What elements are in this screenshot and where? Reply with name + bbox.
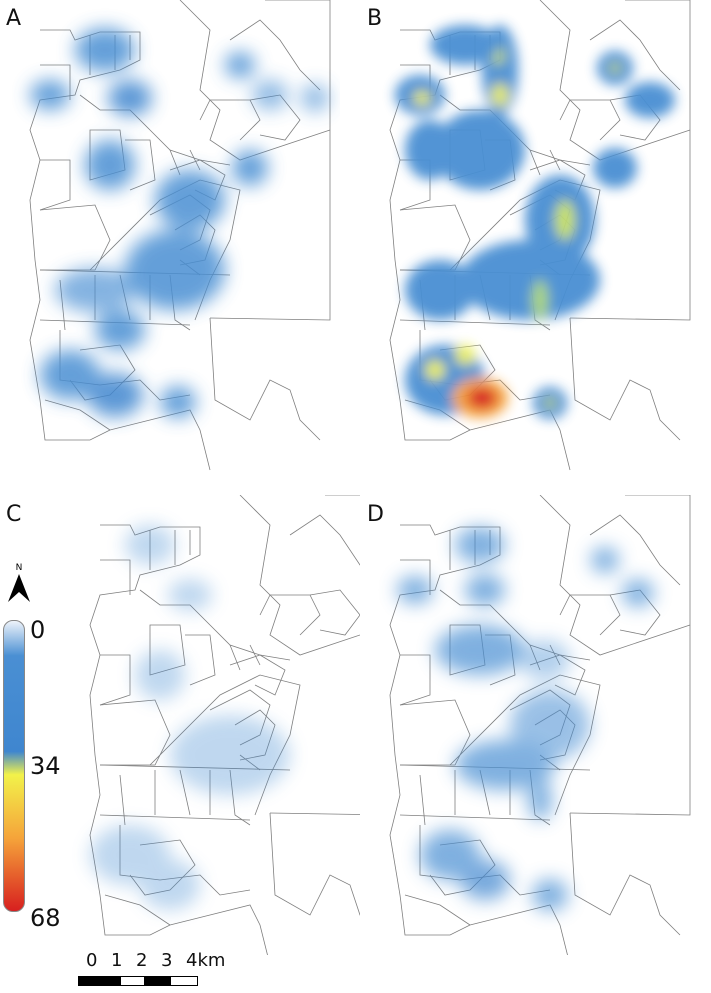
scale-label-3: 3 bbox=[161, 950, 173, 971]
heatmap-panel-c bbox=[89, 495, 360, 955]
heatmap-panel-a bbox=[29, 0, 331, 471]
panel-label-b: B bbox=[367, 6, 383, 31]
scale-segment bbox=[120, 976, 145, 986]
svg-text:N: N bbox=[16, 563, 23, 573]
legend-tick-max: 68 bbox=[30, 904, 61, 932]
panel-label-c: C bbox=[6, 502, 22, 527]
scale-label-1: 1 bbox=[111, 950, 123, 971]
scale-label-0: 0 bbox=[86, 950, 98, 971]
panel-label-a: A bbox=[6, 6, 22, 31]
scale-label-2: 2 bbox=[136, 950, 148, 971]
scale-label-4km: 4km bbox=[186, 950, 226, 971]
heatmap-panel-d bbox=[389, 495, 691, 955]
scale-segment bbox=[145, 976, 170, 986]
scale-segment bbox=[170, 976, 198, 986]
scale-bar: 0 1 2 3 4km bbox=[78, 950, 248, 990]
legend-tick-mid: 34 bbox=[30, 752, 61, 780]
heatmap-panel-b bbox=[389, 0, 691, 471]
panel-label-d: D bbox=[367, 502, 384, 527]
north-arrow-icon: N bbox=[8, 563, 30, 602]
scale-segment bbox=[78, 976, 120, 986]
legend-tick-min: 0 bbox=[30, 616, 46, 644]
color-scale-bar bbox=[3, 620, 25, 912]
